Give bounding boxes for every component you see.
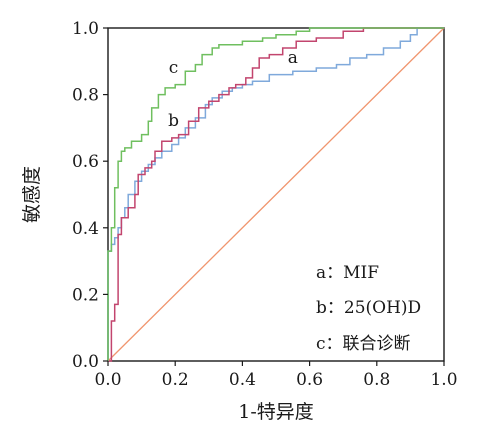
x-tick-label: 0.6 [296, 370, 323, 390]
series-line-b [108, 27, 444, 362]
y-tick-label: 1.0 [72, 19, 99, 39]
y-axis-label: 敏感度 [21, 166, 43, 223]
reference-diagonal-line [107, 27, 445, 362]
reference-layer [107, 27, 445, 362]
x-tick-label: 0.4 [229, 370, 256, 390]
legend: a：MIF b：25(OH)D c：联合诊断 [316, 263, 421, 354]
plot-frame [107, 27, 445, 362]
ticks-layer: 0.0 0.2 0.4 0.6 0.8 1.0 0.0 0.2 0.4 0.6 0.8 1.0 [72, 19, 458, 390]
series-layer [107, 27, 444, 362]
x-tick-label: 1.0 [430, 370, 457, 390]
series-label-b: b [168, 111, 179, 131]
y-tick-label: 0.8 [72, 86, 99, 106]
y-tick-label: 0.0 [72, 352, 99, 372]
legend-entry-1: a：MIF [316, 263, 379, 283]
series-line-a [107, 27, 444, 361]
plot-border [107, 27, 445, 362]
x-axis-label: 1-特异度 [238, 401, 314, 423]
x-tick-label: 0.0 [94, 370, 121, 390]
y-tick-label: 0.2 [72, 285, 99, 305]
series-line-c [107, 27, 444, 361]
series-label-a: a [288, 48, 298, 68]
legend-entry-3: c：联合诊断 [316, 334, 411, 354]
legend-entry-2: b：25(OH)D [316, 298, 421, 318]
x-tick-label: 0.8 [363, 370, 390, 390]
labels-layer: a b c 1-特异度 敏感度 [21, 48, 314, 423]
y-tick-label: 0.6 [72, 152, 99, 172]
x-tick-label: 0.2 [162, 370, 189, 390]
y-tick-label: 0.4 [72, 219, 99, 239]
series-label-c: c [169, 58, 179, 78]
